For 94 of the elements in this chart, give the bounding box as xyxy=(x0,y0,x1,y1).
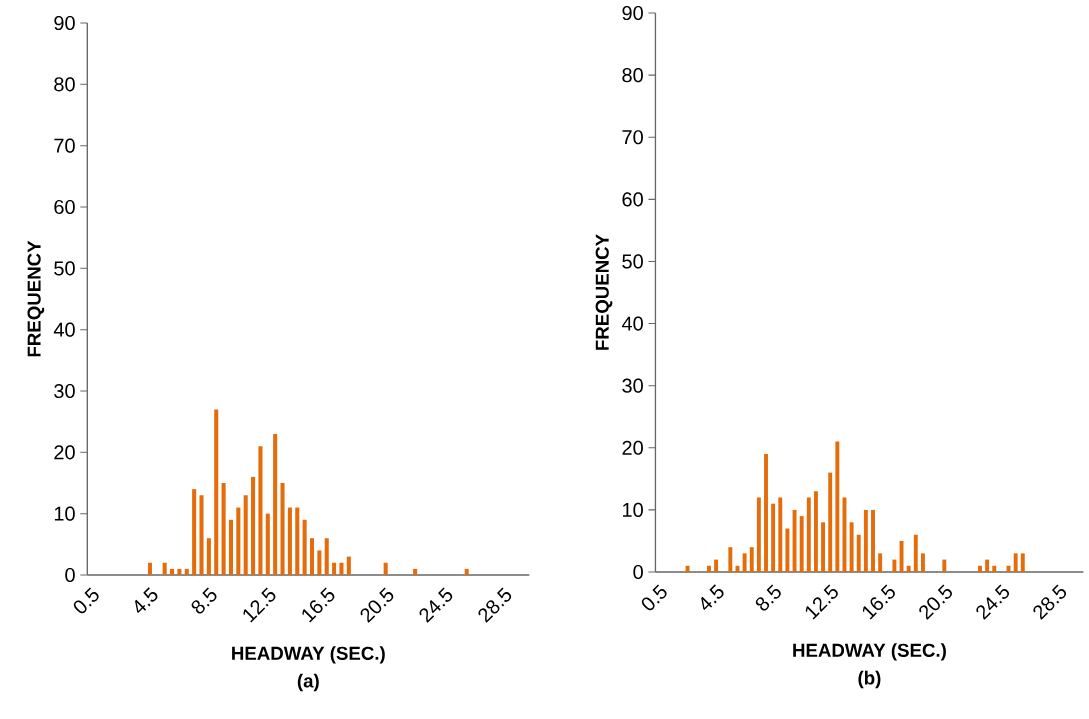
bar xyxy=(287,507,292,575)
bar xyxy=(799,516,804,572)
bar xyxy=(764,453,768,572)
bar xyxy=(177,568,182,575)
y-tick-label: 0 xyxy=(633,564,643,580)
y-tick-label: 50 xyxy=(622,254,643,269)
bar xyxy=(309,538,315,575)
y-tick-label: 20 xyxy=(54,445,75,460)
y-tick-label: 70 xyxy=(54,138,75,153)
bar xyxy=(236,507,241,575)
bar xyxy=(273,433,278,575)
x-tick-label: 4.5 xyxy=(135,587,158,614)
bar xyxy=(295,507,300,575)
bar xyxy=(162,562,167,575)
bar xyxy=(821,522,826,572)
x-tick-label: 8.5 xyxy=(755,584,781,611)
text: (b) xyxy=(858,670,881,689)
bar xyxy=(214,409,219,575)
text: (a) xyxy=(297,673,319,692)
bar xyxy=(1020,553,1025,572)
bar xyxy=(863,509,868,572)
bar xyxy=(383,562,388,575)
bar xyxy=(302,519,307,575)
bar xyxy=(835,441,840,572)
bar xyxy=(878,553,883,572)
bar xyxy=(771,503,776,572)
bar xyxy=(184,568,189,575)
bar xyxy=(170,568,175,575)
bar xyxy=(749,547,754,572)
y-tick-label: 10 xyxy=(54,506,75,521)
bar xyxy=(978,565,982,572)
bar xyxy=(714,559,719,572)
bar xyxy=(147,562,152,575)
bar xyxy=(892,559,897,572)
y-tick-label: 60 xyxy=(622,192,643,207)
bar xyxy=(192,489,197,575)
bar xyxy=(251,476,256,575)
y-tick-label: 50 xyxy=(54,261,75,276)
bar xyxy=(280,483,285,575)
bar xyxy=(243,495,248,575)
x-axis-title: HEADWAY (SEC.) xyxy=(793,643,946,661)
bar xyxy=(339,562,344,575)
y-tick-label: 40 xyxy=(53,322,75,337)
bar xyxy=(828,472,833,572)
bar xyxy=(849,522,854,572)
bar xyxy=(856,534,861,572)
bar xyxy=(906,565,911,572)
y-axis-title: FREQUENCY xyxy=(595,234,613,350)
bar xyxy=(756,497,761,572)
bar xyxy=(464,568,469,575)
bar xyxy=(706,565,711,572)
y-tick-label: 80 xyxy=(622,68,643,83)
y-tick-label: 90 xyxy=(622,5,643,21)
bar xyxy=(778,497,783,572)
y-tick-label: 30 xyxy=(622,378,643,393)
bar xyxy=(871,509,875,572)
y-tick-label: 30 xyxy=(54,383,75,399)
y-tick-label: 0 xyxy=(65,567,75,583)
bar xyxy=(221,483,226,575)
bar xyxy=(258,446,263,575)
bar xyxy=(346,556,351,575)
bar xyxy=(324,538,329,575)
x-tick-label: 0.5 xyxy=(73,587,99,614)
bar xyxy=(317,550,322,575)
bar xyxy=(685,565,690,572)
bar xyxy=(806,497,811,572)
bar xyxy=(942,559,947,572)
bar xyxy=(265,513,270,575)
x-tick-label: 4.5 xyxy=(701,584,724,611)
bar xyxy=(785,528,790,572)
y-tick-label: 90 xyxy=(54,15,75,31)
bar xyxy=(332,562,337,575)
y-axis-title: FREQUENCY xyxy=(27,240,45,357)
bar xyxy=(813,491,818,572)
x-tick-label: 8.5 xyxy=(191,587,217,614)
bar xyxy=(742,553,747,572)
bar xyxy=(728,547,733,572)
y-tick-label: 60 xyxy=(54,199,75,215)
x-axis-title: HEADWAY (SEC.) xyxy=(232,646,385,664)
bar xyxy=(228,519,233,575)
bar xyxy=(1013,553,1018,572)
bar xyxy=(992,565,997,572)
y-tick-label: 80 xyxy=(54,77,75,92)
y-tick-label: 10 xyxy=(623,502,643,517)
x-tick-label: 0.5 xyxy=(641,584,667,611)
bar xyxy=(413,568,418,575)
bar xyxy=(913,534,918,572)
bar xyxy=(206,538,211,575)
y-tick-label: 70 xyxy=(622,130,643,145)
y-tick-label: 40 xyxy=(621,316,643,331)
bar xyxy=(199,495,204,575)
y-tick-label: 20 xyxy=(622,440,643,455)
bar xyxy=(920,553,925,572)
bar xyxy=(985,559,990,572)
